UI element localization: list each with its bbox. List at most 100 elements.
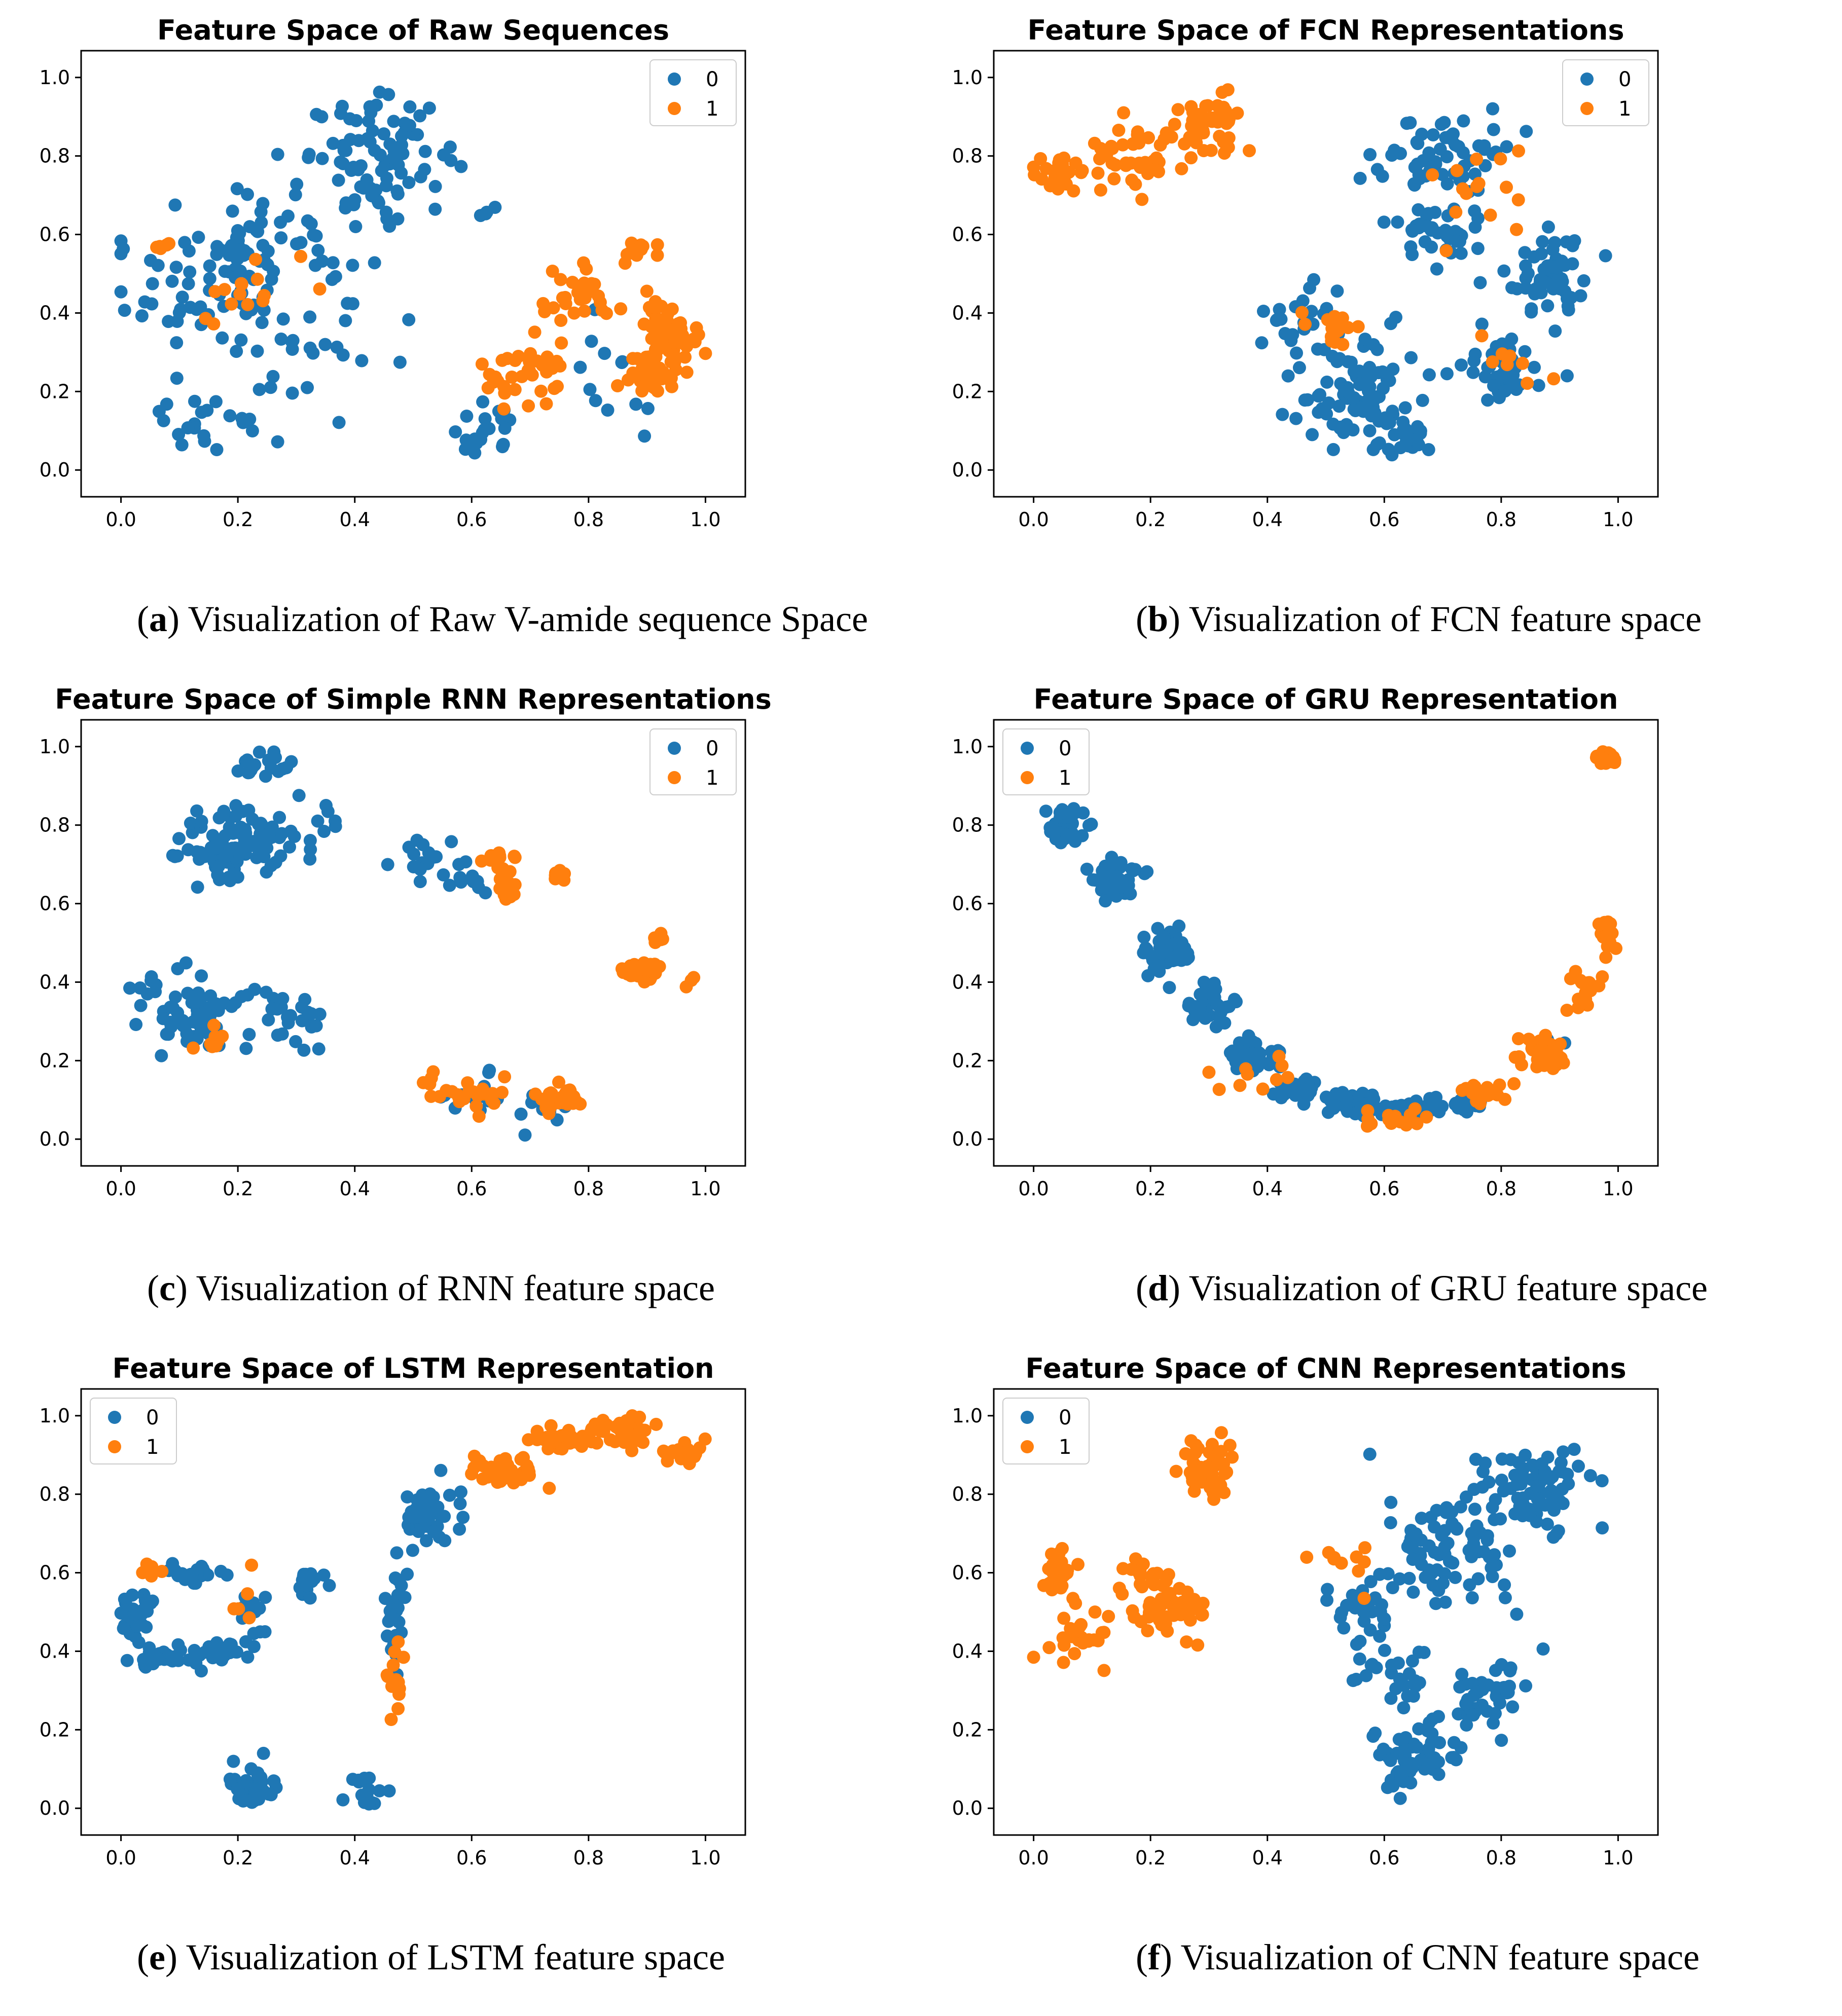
point-class-0	[1411, 420, 1424, 433]
point-class-0	[303, 310, 317, 324]
panel-b: Feature Space of FCN Representations 0.0 0…	[943, 10, 1815, 669]
point-class-1	[424, 1089, 438, 1103]
point-class-1	[1207, 1492, 1220, 1506]
point-class-0	[1346, 1589, 1359, 1602]
y-tick-label: 0.4	[40, 971, 70, 993]
axes-frame	[80, 50, 746, 498]
point-class-0	[401, 1490, 414, 1504]
point-class-0	[311, 244, 325, 257]
point-class-1	[679, 980, 693, 994]
point-class-0	[1459, 1490, 1473, 1504]
point-class-1	[1107, 172, 1121, 186]
point-class-1	[153, 240, 167, 253]
x-tick-label: 1.0	[690, 1847, 720, 1869]
y-tick-label: 0.6	[40, 1562, 70, 1584]
point-class-0	[230, 182, 244, 196]
point-class-1	[629, 961, 643, 975]
point-class-0	[1396, 1099, 1410, 1113]
point-class-0	[1181, 951, 1195, 964]
point-class-1	[540, 365, 553, 379]
point-class-0	[1373, 390, 1386, 404]
point-class-0	[459, 433, 473, 447]
point-class-0	[1281, 369, 1295, 383]
point-class-0	[233, 227, 246, 240]
point-class-1	[242, 1611, 256, 1625]
point-class-0	[321, 804, 335, 818]
point-class-1	[1498, 1092, 1512, 1106]
point-class-1	[554, 314, 568, 327]
point-class-1	[671, 317, 685, 331]
point-class-0	[114, 1606, 128, 1620]
point-class-0	[1100, 860, 1114, 873]
point-class-0	[401, 1567, 414, 1581]
point-class-0	[1344, 355, 1358, 369]
point-class-0	[1199, 1011, 1212, 1025]
point-class-0	[133, 981, 147, 995]
series-0	[1039, 802, 1571, 1123]
point-class-0	[1197, 975, 1211, 989]
chart-title: Feature Space of Simple RNN Representati…	[55, 683, 772, 715]
point-class-1	[1336, 338, 1350, 351]
point-class-0	[1151, 922, 1165, 935]
point-class-0	[1554, 1456, 1568, 1470]
point-class-0	[134, 999, 148, 1012]
point-class-0	[145, 970, 158, 983]
point-class-1	[1494, 152, 1507, 166]
point-class-0	[1546, 282, 1560, 296]
point-class-0	[1068, 804, 1081, 818]
point-class-1	[1215, 1457, 1229, 1471]
point-class-0	[1388, 428, 1401, 442]
y-tick-label: 0.6	[40, 893, 70, 915]
y-tick-label: 0.4	[952, 1640, 983, 1662]
point-class-1	[1322, 1546, 1335, 1559]
point-class-0	[1561, 1468, 1574, 1481]
point-class-0	[1498, 384, 1512, 398]
x-tick-label: 0.2	[1135, 1847, 1166, 1869]
point-class-1	[1187, 1484, 1201, 1498]
point-class-1	[566, 276, 580, 289]
caption-label-a: a	[149, 599, 167, 639]
point-class-0	[1536, 1642, 1550, 1656]
series-1	[187, 846, 701, 1123]
point-class-1	[640, 284, 654, 298]
point-class-0	[1384, 1495, 1398, 1509]
y-tick-label: 0.2	[40, 380, 70, 402]
point-class-0	[388, 1571, 402, 1585]
point-class-1	[1069, 1597, 1082, 1610]
point-class-0	[1441, 1536, 1455, 1550]
point-class-0	[1085, 817, 1098, 831]
point-class-0	[445, 835, 458, 849]
point-class-1	[1116, 138, 1130, 152]
point-class-0	[1471, 1685, 1485, 1699]
point-class-1	[503, 865, 517, 878]
point-class-0	[284, 1009, 298, 1022]
point-class-0	[223, 821, 236, 834]
legend-marker-1	[668, 771, 681, 784]
point-class-0	[1468, 204, 1482, 218]
point-class-0	[1528, 360, 1541, 374]
point-class-1	[633, 1422, 647, 1436]
point-class-0	[227, 1754, 240, 1768]
point-class-0	[193, 1648, 206, 1662]
point-class-0	[1333, 1610, 1347, 1624]
point-class-0	[422, 101, 436, 115]
point-class-0	[1551, 1524, 1565, 1538]
point-class-0	[1503, 1544, 1516, 1558]
y-tick-label: 0.0	[40, 1128, 70, 1150]
point-class-0	[1321, 1106, 1335, 1119]
point-class-0	[385, 1610, 399, 1624]
point-class-1	[234, 277, 248, 290]
axes-frame	[993, 1388, 1659, 1836]
point-class-0	[1482, 1678, 1495, 1692]
point-class-0	[1043, 821, 1057, 834]
point-class-0	[1432, 1584, 1446, 1597]
x-tick-label: 0.0	[105, 1178, 136, 1200]
series-0	[114, 85, 655, 460]
point-class-0	[269, 751, 282, 764]
point-class-1	[689, 1447, 702, 1461]
point-class-0	[1368, 1591, 1382, 1605]
point-class-0	[170, 849, 184, 863]
point-class-1	[1420, 1110, 1433, 1124]
point-class-1	[1167, 1608, 1180, 1622]
point-class-0	[598, 347, 611, 360]
